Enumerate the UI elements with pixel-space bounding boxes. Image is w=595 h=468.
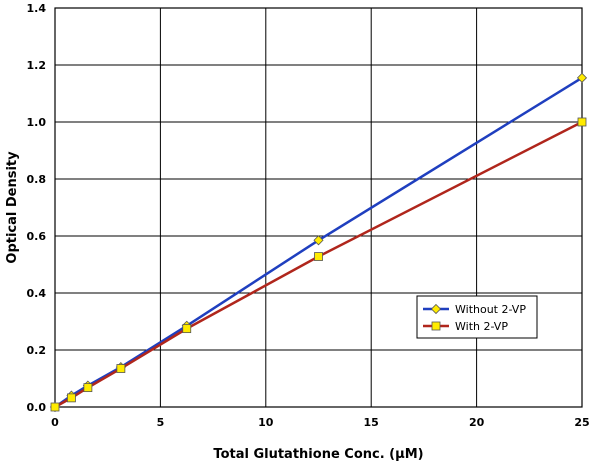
square-point (117, 365, 125, 373)
x-tick-label: 25 (574, 416, 589, 429)
square-point (51, 403, 59, 411)
x-tick-label: 20 (469, 416, 485, 429)
x-tick-label: 5 (157, 416, 165, 429)
y-tick-label: 0.2 (27, 344, 47, 357)
x-axis-title: Total Glutathione Conc. (μM) (213, 447, 423, 462)
square-point (315, 253, 323, 261)
y-tick-label: 0.6 (27, 230, 47, 243)
y-tick-label: 1.2 (27, 59, 47, 72)
x-axis-tick-labels: 0 5 10 15 20 25 (51, 416, 589, 429)
square-point (84, 384, 92, 392)
square-point (67, 394, 75, 402)
grid-lines (55, 8, 582, 407)
y-tick-label: 1.4 (27, 2, 47, 15)
series-line-1 (55, 122, 582, 407)
y-tick-label: 1.0 (27, 116, 47, 129)
x-tick-label: 0 (51, 416, 59, 429)
plot-frame (55, 8, 582, 407)
legend: Without 2-VP With 2-VP (417, 296, 537, 338)
x-tick-label: 10 (258, 416, 274, 429)
series-layer (51, 73, 587, 411)
plot-area (55, 8, 582, 407)
y-tick-label: 0.8 (27, 173, 47, 186)
square-point (578, 118, 586, 126)
y-tick-label: 0.4 (27, 287, 47, 300)
square-point (183, 325, 191, 333)
y-axis-title: Optical Density (5, 151, 20, 264)
x-tick-label: 15 (364, 416, 379, 429)
y-tick-label: 0.0 (27, 401, 47, 414)
y-axis-tick-labels: 0.0 0.2 0.4 0.6 0.8 1.0 1.2 1.4 (27, 2, 47, 414)
legend-label-with-2vp: With 2-VP (455, 320, 508, 333)
legend-marker-square (432, 322, 440, 330)
legend-label-without-2vp: Without 2-VP (455, 303, 526, 316)
